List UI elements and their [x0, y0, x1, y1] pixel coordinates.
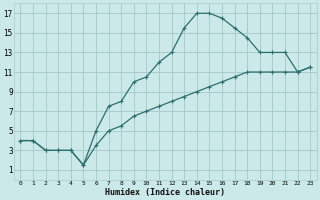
- X-axis label: Humidex (Indice chaleur): Humidex (Indice chaleur): [105, 188, 225, 197]
